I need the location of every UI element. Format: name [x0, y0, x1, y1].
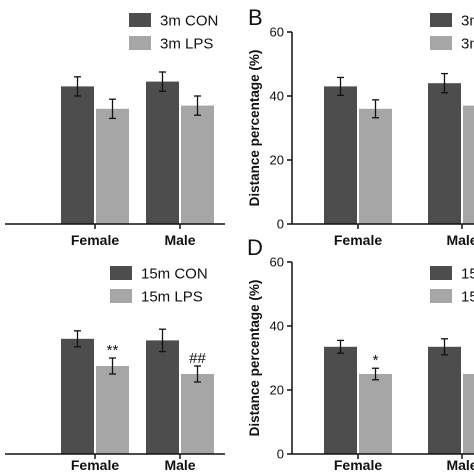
bar-female-series-0: [324, 86, 357, 225]
legend-label: 15m LPS: [141, 289, 203, 306]
legend-swatch: [430, 36, 452, 50]
bar-female-series-0: [324, 346, 357, 454]
bar-male-series-0: [146, 340, 179, 454]
legend-swatch: [430, 289, 452, 303]
y-tick-label: 60: [270, 255, 284, 270]
legend-label: 3m: [461, 13, 474, 30]
y-axis-label: Distance percentage (%): [247, 280, 262, 437]
y-tick-label: 0: [277, 447, 284, 462]
legend-swatch: [430, 266, 452, 280]
bar-female-series-0: [61, 338, 94, 454]
bar-female-series-1: [96, 366, 129, 454]
y-tick-label: 0: [277, 217, 284, 232]
legend-label: 3m CON: [160, 13, 218, 30]
legend-label: 15n: [461, 289, 474, 306]
panel-letter: D: [247, 235, 263, 260]
y-tick-label: 40: [270, 319, 284, 334]
y-tick-label: 40: [270, 89, 284, 104]
bar-female-series-1: [359, 374, 392, 454]
legend-swatch: [110, 289, 132, 303]
legend-label: 15n: [461, 266, 474, 283]
legend-swatch: [110, 266, 132, 280]
y-tick-label: 20: [270, 153, 284, 168]
legend-label: 3m LPS: [160, 36, 213, 53]
significance-marker: ##: [189, 350, 206, 367]
bar-male-series-1: [463, 374, 474, 454]
x-tick-label-female: Female: [334, 457, 382, 473]
legend-label: 15m CON: [141, 266, 208, 283]
bar-male-series-1: [463, 105, 474, 224]
bar-male-series-0: [146, 81, 179, 224]
x-tick-label-female: Female: [71, 457, 119, 473]
significance-marker: *: [373, 352, 379, 369]
bar-female-series-1: [359, 108, 392, 224]
bar-male-series-1: [181, 374, 214, 454]
x-tick-label-male: Male: [446, 232, 474, 248]
legend-swatch: [430, 13, 452, 27]
bar-female-series-1: [96, 108, 129, 224]
x-tick-label-male: Male: [164, 457, 195, 473]
y-tick-label: 20: [270, 383, 284, 398]
bar-male-series-0: [428, 346, 461, 454]
x-tick-label-male: Male: [446, 457, 474, 473]
bar-male-series-0: [428, 83, 461, 224]
bar-female-series-0: [61, 86, 94, 225]
x-tick-label-male: Male: [164, 232, 195, 248]
significance-marker: **: [107, 342, 119, 359]
y-tick-label: 60: [270, 25, 284, 40]
legend-label: 3n: [461, 36, 474, 53]
legend-swatch: [129, 13, 151, 27]
y-axis-label: Distance percentage (%): [247, 50, 262, 207]
x-tick-label-female: Female: [334, 232, 382, 248]
x-tick-label-female: Female: [71, 232, 119, 248]
panel-letter: B: [248, 5, 263, 30]
bar-male-series-1: [181, 105, 214, 224]
legend-swatch: [129, 36, 151, 50]
